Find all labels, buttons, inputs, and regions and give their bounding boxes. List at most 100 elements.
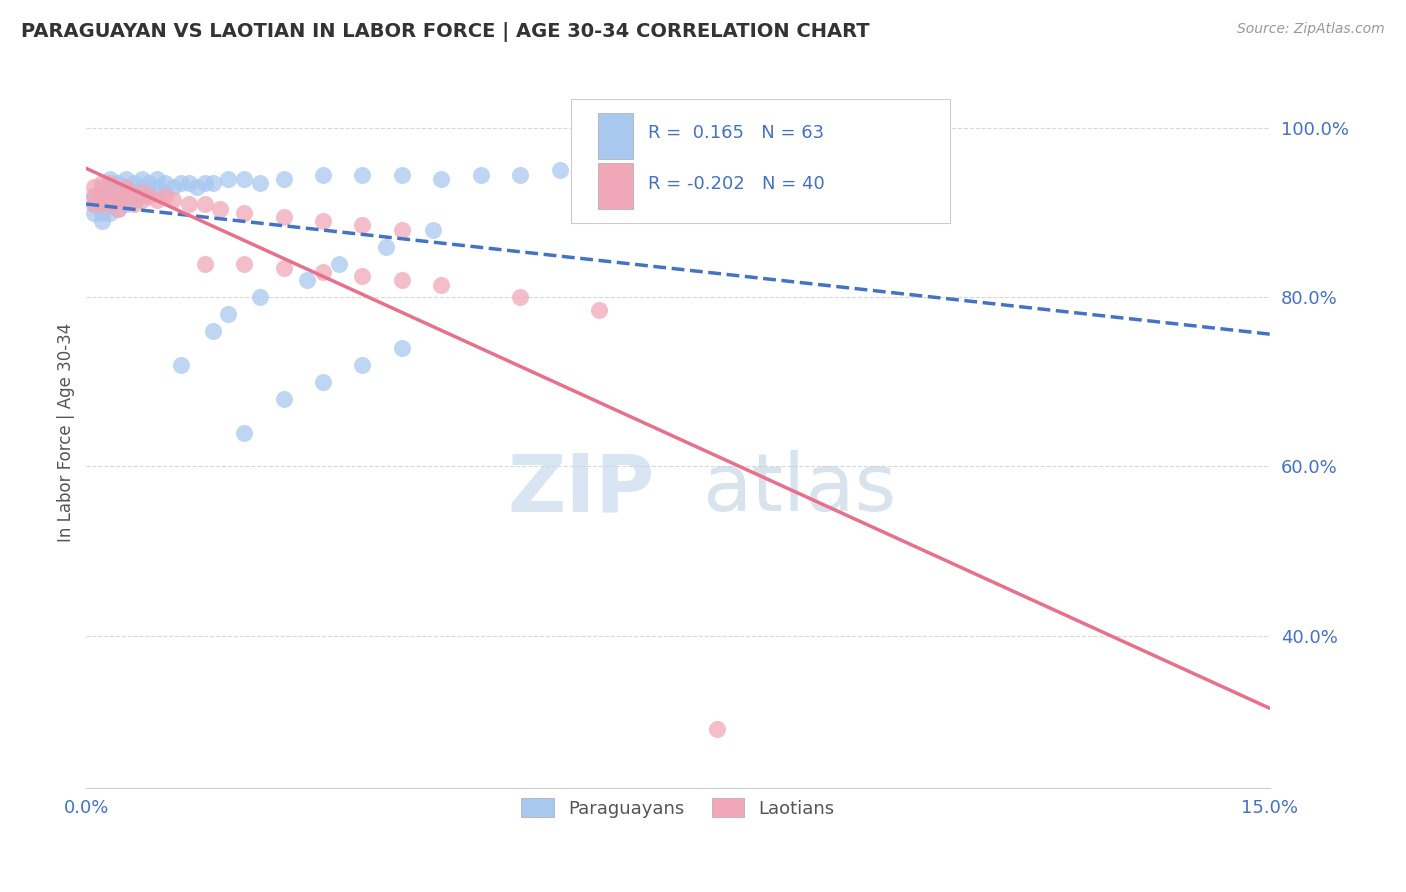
Point xyxy=(162,180,184,194)
Point xyxy=(91,214,114,228)
Point xyxy=(146,172,169,186)
Point xyxy=(177,197,200,211)
Text: R =  0.165   N = 63: R = 0.165 N = 63 xyxy=(648,124,824,142)
Point xyxy=(706,722,728,736)
Point xyxy=(153,176,176,190)
Point xyxy=(122,176,145,190)
Point xyxy=(83,197,105,211)
Point xyxy=(352,168,374,182)
Point xyxy=(114,172,136,186)
Point xyxy=(91,180,114,194)
Point xyxy=(98,172,121,186)
Point xyxy=(153,189,176,203)
Text: PARAGUAYAN VS LAOTIAN IN LABOR FORCE | AGE 30-34 CORRELATION CHART: PARAGUAYAN VS LAOTIAN IN LABOR FORCE | A… xyxy=(21,22,870,42)
Point xyxy=(422,222,444,236)
Point xyxy=(548,163,571,178)
Point xyxy=(131,189,153,203)
Point xyxy=(295,273,318,287)
Point xyxy=(375,239,398,253)
Point xyxy=(391,273,413,287)
Point xyxy=(312,214,335,228)
Point xyxy=(391,168,413,182)
Point xyxy=(107,176,129,190)
Point xyxy=(122,197,145,211)
Point xyxy=(209,202,232,216)
Point xyxy=(107,193,129,207)
Point xyxy=(217,172,239,186)
Point xyxy=(122,189,145,203)
Point xyxy=(249,176,271,190)
Point xyxy=(352,358,374,372)
Point xyxy=(98,197,121,211)
Point xyxy=(186,180,208,194)
Point xyxy=(194,197,217,211)
Point xyxy=(114,189,136,203)
Point xyxy=(312,375,335,389)
Point xyxy=(312,168,335,182)
Point xyxy=(194,176,217,190)
Point xyxy=(91,189,114,203)
Point xyxy=(430,172,453,186)
Point xyxy=(114,189,136,203)
Point xyxy=(107,185,129,199)
Point xyxy=(91,197,114,211)
Point xyxy=(352,219,374,233)
Point xyxy=(312,265,335,279)
Point xyxy=(273,392,295,406)
Point xyxy=(98,189,121,203)
Point xyxy=(233,425,256,440)
Point xyxy=(201,324,224,338)
Point xyxy=(122,193,145,207)
Point xyxy=(233,172,256,186)
Point xyxy=(170,176,193,190)
Legend: Paraguayans, Laotians: Paraguayans, Laotians xyxy=(515,791,842,825)
Point xyxy=(509,168,531,182)
Bar xyxy=(598,113,633,159)
Point xyxy=(430,277,453,292)
Point xyxy=(122,185,145,199)
Point xyxy=(91,176,114,190)
Point xyxy=(194,256,217,270)
Point xyxy=(201,176,224,190)
Point xyxy=(107,185,129,199)
Point xyxy=(114,197,136,211)
Point xyxy=(114,180,136,194)
Text: Source: ZipAtlas.com: Source: ZipAtlas.com xyxy=(1237,22,1385,37)
Point xyxy=(233,256,256,270)
Point xyxy=(470,168,492,182)
Point xyxy=(83,206,105,220)
Point xyxy=(177,176,200,190)
Point xyxy=(391,341,413,355)
Point xyxy=(98,189,121,203)
Point xyxy=(138,176,160,190)
Point xyxy=(328,256,350,270)
Point xyxy=(162,193,184,207)
Point xyxy=(352,269,374,284)
Point xyxy=(273,172,295,186)
Point xyxy=(170,358,193,372)
Point xyxy=(98,197,121,211)
Text: atlas: atlas xyxy=(702,450,896,528)
Point xyxy=(146,193,169,207)
Point xyxy=(131,185,153,199)
FancyBboxPatch shape xyxy=(571,99,950,223)
Point xyxy=(98,176,121,190)
Bar xyxy=(598,162,633,209)
Point xyxy=(273,260,295,275)
Point xyxy=(138,189,160,203)
Y-axis label: In Labor Force | Age 30-34: In Labor Force | Age 30-34 xyxy=(58,323,75,542)
Point xyxy=(273,210,295,224)
Point xyxy=(98,180,121,194)
Point xyxy=(391,222,413,236)
Point xyxy=(233,206,256,220)
Point xyxy=(131,193,153,207)
Point xyxy=(249,290,271,304)
Point xyxy=(138,185,160,199)
Point xyxy=(131,172,153,186)
Point xyxy=(91,189,114,203)
Point xyxy=(83,197,105,211)
Point xyxy=(509,290,531,304)
Point xyxy=(146,180,169,194)
Text: R = -0.202   N = 40: R = -0.202 N = 40 xyxy=(648,175,825,193)
Point xyxy=(217,307,239,321)
